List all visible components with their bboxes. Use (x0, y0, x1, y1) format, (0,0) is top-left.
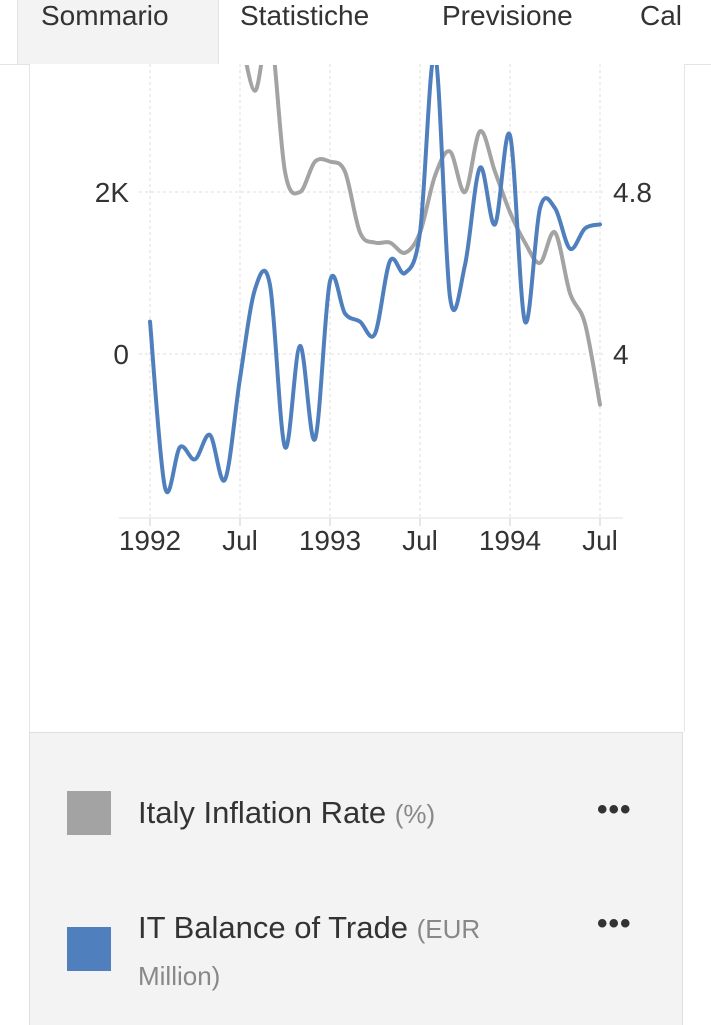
y-left-tick-label: 0 (113, 339, 129, 370)
tab-previsione[interactable]: Previsione (442, 0, 573, 64)
legend-label: IT Balance of Trade (EUR Million) (138, 905, 518, 999)
tab-sommario[interactable]: Sommario (17, 0, 219, 64)
legend-name: IT Balance of Trade (138, 910, 408, 945)
grid (119, 64, 623, 526)
x-tick-label: 1994 (479, 525, 541, 556)
more-options-icon[interactable]: ••• (597, 907, 632, 940)
x-tick-label: Jul (402, 525, 438, 556)
legend: Italy Inflation Rate (%) ••• IT Balance … (29, 732, 683, 1025)
tab-bar: Sommario Statistiche Previsione Cal (0, 0, 711, 65)
y-left-tick-label: 2K (95, 177, 130, 208)
y-right-tick-label: 4.8 (613, 177, 652, 208)
more-options-icon[interactable]: ••• (597, 793, 632, 826)
x-tick-label: 1992 (119, 525, 181, 556)
y-right-tick-label: 4 (613, 339, 629, 370)
chart-card (29, 64, 685, 732)
series-balance-line (148, 65, 602, 494)
tab-statistiche[interactable]: Statistiche (240, 0, 369, 64)
x-tick-label: Jul (222, 525, 258, 556)
legend-swatch (67, 927, 111, 971)
tick-labels: 1992 Jul 1993 Jul 1994 Jul 0 2K 4 4.8 (95, 177, 652, 556)
chart: 1992 Jul 1993 Jul 1994 Jul 0 2K 4 4.8 (95, 64, 652, 556)
legend-name: Italy Inflation Rate (138, 795, 387, 830)
legend-label: Italy Inflation Rate (%) (138, 791, 518, 836)
tab-sommario-label: Sommario (41, 0, 169, 31)
legend-swatch (67, 791, 111, 835)
tab-previsione-label: Previsione (442, 0, 573, 31)
tab-calendario[interactable]: Cal (640, 0, 682, 64)
series-layer (148, 65, 602, 494)
x-tick-label: Jul (582, 525, 618, 556)
x-tick-label: 1993 (299, 525, 361, 556)
tab-statistiche-label: Statistiche (240, 0, 370, 31)
legend-unit: (%) (394, 799, 436, 829)
legend-unit: (EUR Million) (138, 914, 481, 991)
tab-calendario-label: Cal (640, 0, 683, 31)
